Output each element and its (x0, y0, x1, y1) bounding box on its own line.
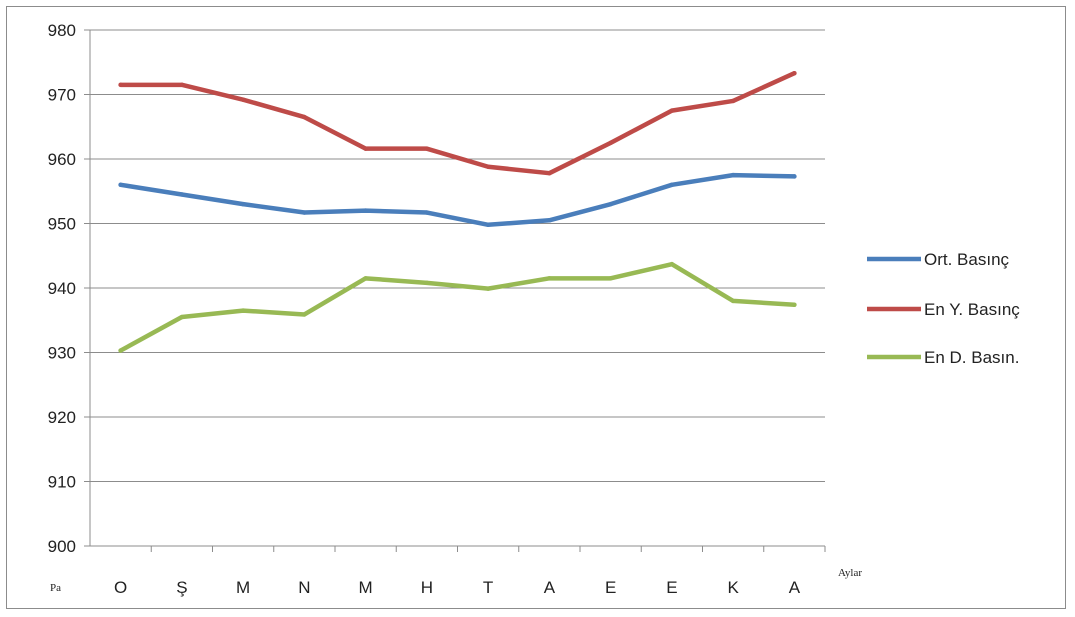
data-point (424, 146, 430, 151)
data-point (730, 98, 736, 104)
y-tick-labels: 900 910 920 930 940 950 960 970 980 (48, 21, 76, 556)
x-tick-label: M (359, 578, 373, 597)
series-line (118, 261, 797, 353)
y-tick-label: 950 (48, 215, 76, 234)
x-axis-label: Aylar (838, 567, 862, 579)
data-point (485, 164, 491, 169)
y-axis-label: Pa (50, 582, 61, 594)
data-point (485, 286, 491, 291)
data-point (302, 312, 307, 317)
axes (89, 30, 825, 547)
legend-label: En D. Basın. (924, 348, 1019, 367)
x-tick-label: N (298, 578, 310, 597)
y-tick-label: 900 (48, 537, 76, 556)
y-tick-label: 910 (48, 473, 76, 492)
legend: Ort. Basınç En Y. Basınç En D. Basın. (867, 250, 1020, 367)
data-point (302, 210, 307, 215)
y-tick-label: 940 (48, 279, 76, 298)
x-tick-label: A (789, 578, 801, 597)
y-tick-label: 930 (48, 344, 76, 363)
data-point (302, 114, 307, 120)
data-point (547, 170, 552, 176)
y-tick-label: 960 (48, 150, 76, 169)
data-point (179, 314, 185, 320)
data-point (363, 208, 368, 213)
data-point (363, 146, 368, 151)
data-point (485, 222, 491, 227)
x-tick-label: M (236, 578, 250, 597)
data-point (730, 172, 736, 178)
data-point (240, 308, 246, 313)
x-tick-label: K (727, 578, 739, 597)
data-point (547, 218, 552, 223)
data-point (669, 108, 675, 113)
legend-label: Ort. Basınç (924, 250, 1010, 269)
data-point (547, 276, 552, 281)
data-point (792, 302, 797, 307)
x-tick-label: O (114, 578, 127, 597)
data-point (730, 298, 736, 304)
data-point (240, 97, 246, 102)
data-point (424, 210, 430, 215)
series-line (118, 172, 797, 228)
x-tick-label: T (483, 578, 493, 597)
data-point (240, 201, 246, 207)
series-lines (118, 70, 797, 353)
data-point (118, 348, 123, 353)
x-tick-label: A (544, 578, 556, 597)
data-point (669, 182, 675, 187)
series-line (118, 70, 797, 176)
data-point (179, 82, 185, 88)
y-tick-label: 920 (48, 408, 76, 427)
x-tick-label: E (666, 578, 677, 597)
data-point (363, 276, 368, 281)
data-point (669, 261, 675, 267)
x-tick-label: Ş (176, 578, 187, 597)
data-point (118, 182, 123, 187)
data-point (179, 192, 185, 197)
y-tick-label: 980 (48, 21, 76, 40)
x-tick-label: H (421, 578, 433, 597)
data-point (608, 140, 613, 146)
legend-label: En Y. Basınç (924, 300, 1020, 319)
x-tick-label: E (605, 578, 616, 597)
data-point (424, 280, 430, 286)
data-point (792, 174, 797, 179)
y-tick-label: 970 (48, 86, 76, 105)
data-point (792, 71, 797, 76)
data-point (118, 82, 123, 88)
data-point (608, 201, 613, 207)
data-point (608, 276, 613, 281)
